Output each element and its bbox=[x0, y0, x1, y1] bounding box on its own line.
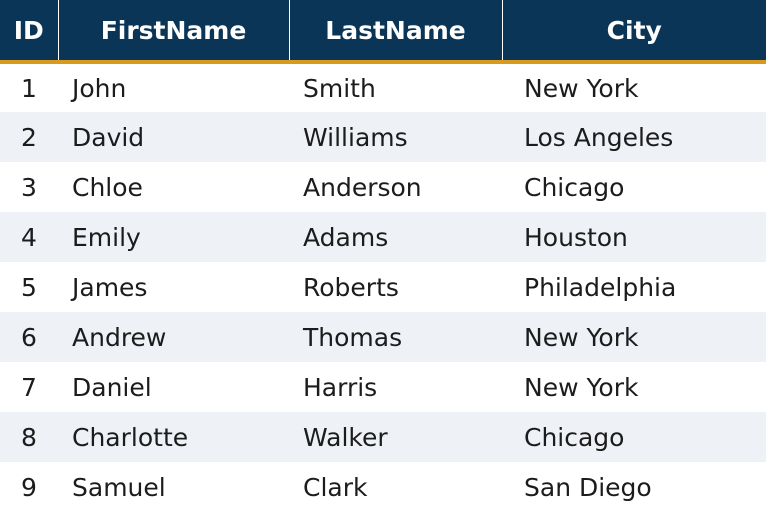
cell-city: Philadelphia bbox=[524, 272, 677, 302]
table-row: 7 Daniel Harris New York bbox=[0, 362, 766, 412]
cell-id: 4 bbox=[21, 222, 37, 252]
cell-city: New York bbox=[524, 372, 639, 402]
cell-lastname: Clark bbox=[303, 472, 368, 502]
cell-lastname: Roberts bbox=[303, 272, 399, 302]
cell-firstname: John bbox=[72, 73, 127, 103]
table-row: 4 Emily Adams Houston bbox=[0, 212, 766, 262]
cell-id: 1 bbox=[21, 73, 37, 103]
cell-id: 7 bbox=[21, 372, 37, 402]
table-row: 3 Chloe Anderson Chicago bbox=[0, 162, 766, 212]
table-row: 8 Charlotte Walker Chicago bbox=[0, 412, 766, 462]
column-header-lastname: LastName bbox=[288, 0, 502, 62]
cell-firstname: Emily bbox=[72, 222, 141, 252]
cell-city: Chicago bbox=[524, 422, 625, 452]
table-row: 5 James Roberts Philadelphia bbox=[0, 262, 766, 312]
cell-city: New York bbox=[524, 322, 639, 352]
header-row: ID FirstName LastName City bbox=[0, 0, 766, 62]
table-row: 9 Samuel Clark San Diego bbox=[0, 462, 766, 512]
cell-id: 5 bbox=[21, 272, 37, 302]
column-header-id: ID bbox=[13, 15, 44, 45]
cell-firstname: Samuel bbox=[72, 472, 166, 502]
cell-lastname: Adams bbox=[303, 222, 389, 252]
cell-city: San Diego bbox=[524, 472, 652, 502]
cell-city: Chicago bbox=[524, 172, 625, 202]
table-body: 1 John Smith New York 2 David Williams L… bbox=[0, 62, 766, 512]
column-header-firstname: FirstName bbox=[57, 0, 289, 62]
table-row: 1 John Smith New York bbox=[0, 62, 766, 112]
cell-id: 3 bbox=[21, 172, 37, 202]
cell-city: Los Angeles bbox=[524, 122, 674, 152]
cell-lastname: Thomas bbox=[303, 322, 403, 352]
cell-lastname: Williams bbox=[303, 122, 408, 152]
cell-id: 2 bbox=[21, 122, 37, 152]
cell-lastname: Smith bbox=[303, 73, 376, 103]
cell-city: New York bbox=[524, 73, 639, 103]
cell-id: 9 bbox=[21, 472, 37, 502]
cell-firstname: Chloe bbox=[72, 172, 143, 202]
cell-firstname: Andrew bbox=[72, 322, 167, 352]
cell-id: 8 bbox=[21, 422, 37, 452]
cell-city: Houston bbox=[524, 222, 628, 252]
table-row: 6 Andrew Thomas New York bbox=[0, 312, 766, 362]
cell-lastname: Anderson bbox=[303, 172, 422, 202]
cell-firstname: Daniel bbox=[72, 372, 152, 402]
table-row: 2 David Williams Los Angeles bbox=[0, 112, 766, 162]
cell-lastname: Harris bbox=[303, 372, 378, 402]
cell-id: 6 bbox=[21, 322, 37, 352]
cell-lastname: Walker bbox=[303, 422, 388, 452]
table-header: ID FirstName LastName City bbox=[0, 0, 766, 62]
cell-firstname: James bbox=[72, 272, 148, 302]
cell-firstname: Charlotte bbox=[72, 422, 189, 452]
cell-firstname: David bbox=[72, 122, 145, 152]
column-header-city: City bbox=[501, 0, 766, 62]
